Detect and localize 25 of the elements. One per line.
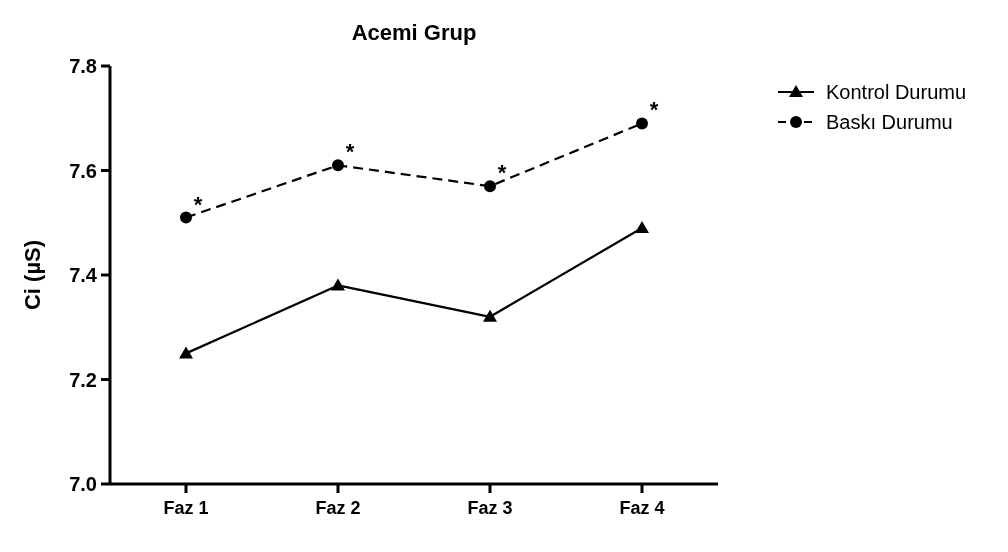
annotation: *	[345, 139, 355, 165]
chart-title: Acemi Grup	[351, 20, 477, 45]
y-tick-label: 7.0	[69, 473, 97, 495]
y-axis-title: Ci (µS)	[20, 239, 45, 311]
point	[636, 117, 648, 130]
x-tick-label: Faz 3	[467, 498, 513, 518]
point	[484, 180, 496, 193]
point	[331, 278, 345, 291]
y-tick-label: 7.2	[69, 368, 97, 391]
x-tick-label: Faz 4	[619, 498, 665, 518]
y-tick-label: 7.6	[69, 159, 97, 182]
annotation: *	[497, 160, 507, 186]
point	[635, 220, 649, 233]
legend-label: Kontrol Durumu	[826, 81, 967, 103]
point	[483, 309, 497, 322]
point	[332, 159, 344, 172]
x-tick-label: Faz 1	[163, 498, 209, 518]
point	[179, 346, 193, 359]
legend-label: Baskı Durumu	[826, 111, 953, 133]
annotation: *	[649, 97, 659, 123]
x-tick-label: Faz 2	[315, 498, 361, 518]
y-tick-label: 7.8	[69, 55, 97, 77]
point	[180, 211, 192, 224]
y-tick-label: 7.4	[69, 264, 98, 286]
annotation: *	[193, 191, 203, 217]
